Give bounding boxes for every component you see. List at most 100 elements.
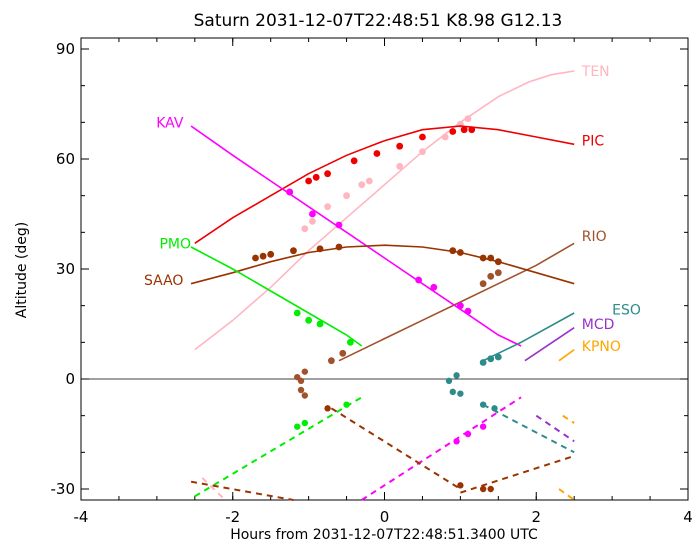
y-tick-label: 0 <box>65 370 75 388</box>
series-eso: ESO <box>479 302 641 366</box>
plot-frame <box>80 37 689 501</box>
y-axis: -30 0 30 60 90 <box>51 40 688 498</box>
series-point <box>494 353 502 361</box>
series-point <box>309 217 316 225</box>
series-point <box>290 247 297 255</box>
below-horizon-point <box>491 405 498 412</box>
series-line <box>190 244 575 285</box>
below-horizon-track <box>190 480 294 501</box>
chart-title: Saturn 2031-12-07T22:48:51 K8.98 G12.13 <box>194 11 563 31</box>
below-horizon-point <box>301 419 309 427</box>
below-horizon-point <box>294 423 301 430</box>
y-tick-label: 60 <box>56 150 75 168</box>
below-horizon-track <box>562 414 575 424</box>
series-point <box>487 355 495 363</box>
x-axis: -4 -2 0 2 4 <box>74 38 693 526</box>
series-point <box>358 181 366 189</box>
below-horizon-track <box>324 405 464 490</box>
near-horizon-point <box>457 390 464 397</box>
near-horizon-point <box>301 368 309 375</box>
series-ten: TEN <box>194 64 610 351</box>
series-pmo: PMO <box>159 236 363 347</box>
below-horizon-point <box>464 430 472 438</box>
series-line <box>194 70 575 351</box>
series-point <box>316 320 324 328</box>
y-tick-label: 30 <box>56 260 75 278</box>
series-point <box>449 128 457 135</box>
series-point <box>324 203 331 211</box>
x-tick-label: -2 <box>225 508 240 526</box>
series-kpno: KPNO <box>558 339 621 362</box>
below-horizon-point <box>453 438 460 445</box>
series-point <box>259 252 267 260</box>
series-point <box>305 316 313 324</box>
below-horizon-track <box>558 488 575 501</box>
x-tick-label: 4 <box>683 508 693 526</box>
below-horizon-line <box>562 414 575 424</box>
series-line <box>524 327 575 362</box>
below-horizon-track <box>194 396 363 498</box>
below-horizon-track <box>361 396 522 501</box>
x-tick-label: 2 <box>531 508 541 526</box>
x-tick-label: -4 <box>74 508 89 526</box>
series-line <box>482 312 575 362</box>
below-horizon-line <box>190 480 294 501</box>
series-point <box>479 359 487 366</box>
series-point <box>396 162 404 170</box>
series-kav: KAV <box>156 115 522 347</box>
below-horizon-point <box>324 405 331 412</box>
series-point <box>343 192 350 200</box>
series-line <box>338 242 575 362</box>
series-label: ESO <box>612 302 641 318</box>
series-point <box>441 133 449 141</box>
series-point <box>468 126 476 134</box>
series-point <box>456 249 464 256</box>
series-point <box>430 283 438 291</box>
series-point <box>494 269 502 277</box>
below-horizon-point <box>487 485 494 493</box>
series-point <box>456 302 464 310</box>
series-mcd: MCD <box>524 317 614 362</box>
series-point <box>324 170 331 178</box>
series-point <box>267 250 275 258</box>
below-horizon-point <box>479 485 487 493</box>
x-axis-label: Hours from 2031-12-07T22:48:51.3400 UTC <box>230 527 538 541</box>
below-horizon-line <box>194 396 363 498</box>
series-label: KPNO <box>582 339 621 355</box>
series-point <box>464 307 472 315</box>
near-horizon-point <box>301 392 309 399</box>
series-point <box>346 338 354 346</box>
series-label: PMO <box>159 236 191 252</box>
near-horizon-point <box>294 373 301 381</box>
series-rio: RIO <box>327 229 607 365</box>
series-point <box>464 115 472 123</box>
near-horizon-group <box>294 368 309 399</box>
series-point <box>309 210 316 218</box>
below-horizon-line <box>535 414 575 443</box>
series-point <box>479 254 487 262</box>
below-horizon-track <box>201 477 226 501</box>
below-horizon-line <box>330 407 461 490</box>
series-line <box>190 246 363 347</box>
below-horizon-point <box>479 401 487 408</box>
near-horizon-group <box>445 372 464 397</box>
series-label: RIO <box>582 229 607 245</box>
series-label: TEN <box>581 64 610 80</box>
series-point <box>494 258 502 266</box>
series-point <box>419 148 426 156</box>
series-line <box>558 349 575 362</box>
series-line <box>194 125 575 244</box>
series-point <box>301 225 309 233</box>
x-tick-label: 0 <box>380 508 390 526</box>
below-horizon-track <box>479 401 575 454</box>
below-horizon-line <box>460 455 575 494</box>
series-point <box>487 254 495 262</box>
y-tick-label: 90 <box>56 40 75 58</box>
series-point <box>396 142 404 150</box>
series-point <box>316 245 324 253</box>
series-point <box>419 133 426 141</box>
below-horizon-line <box>558 488 575 501</box>
below-horizon-line <box>361 396 522 501</box>
